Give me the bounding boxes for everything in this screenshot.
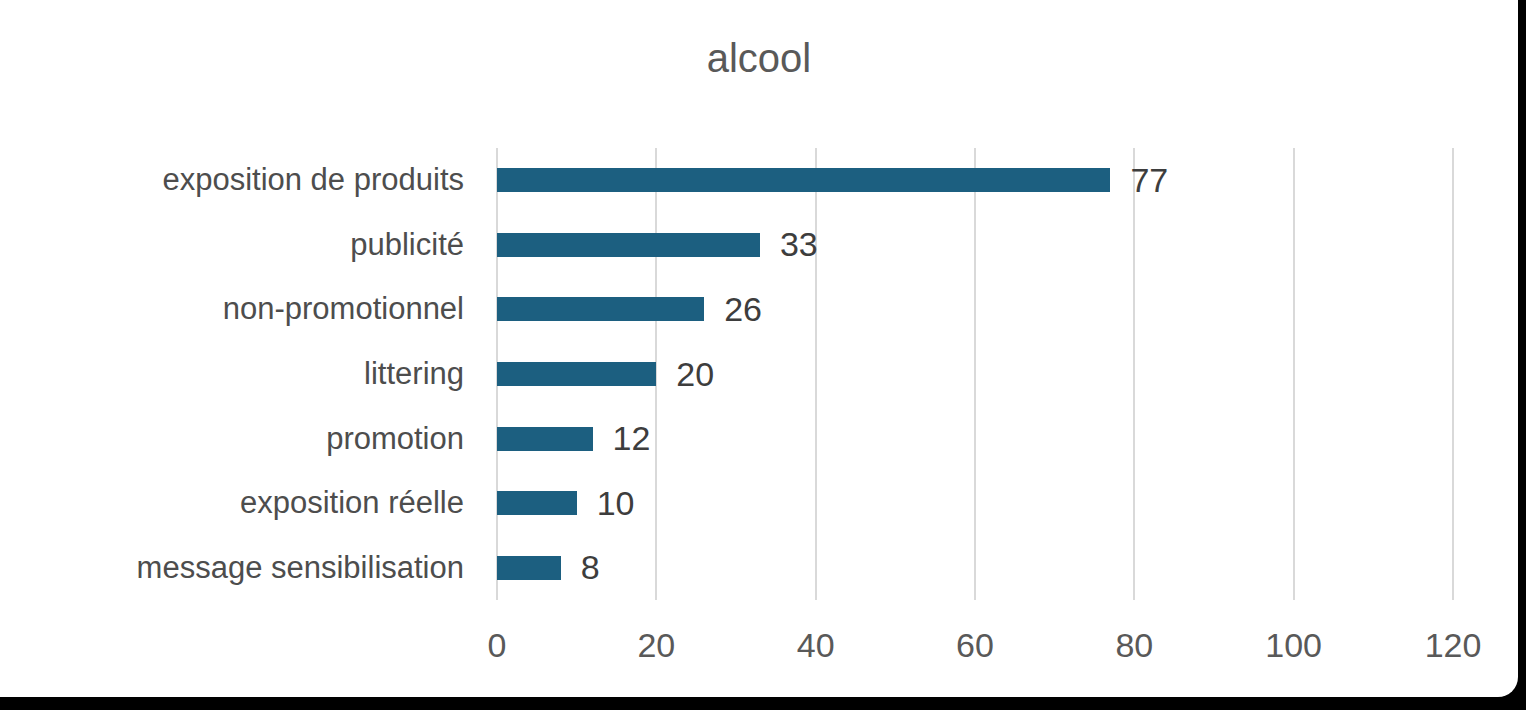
bar <box>497 168 1110 192</box>
value-label: 33 <box>780 225 818 264</box>
bar <box>497 491 577 515</box>
plot-area: 77 33 26 20 12 10 8 <box>497 148 1453 600</box>
category-label: littering <box>0 342 480 407</box>
category-label: publicité <box>0 213 480 278</box>
value-label: 10 <box>597 484 635 523</box>
x-tick-label: 60 <box>956 626 994 665</box>
x-tick-label: 100 <box>1265 626 1322 665</box>
value-label: 26 <box>724 290 762 329</box>
x-tick-label: 20 <box>637 626 675 665</box>
x-tick-label: 80 <box>1115 626 1153 665</box>
category-label: message sensibilisation <box>0 535 480 600</box>
x-tick-label: 120 <box>1425 626 1482 665</box>
bar-row: 20 <box>497 342 1453 407</box>
bar <box>497 427 593 451</box>
category-label: promotion <box>0 406 480 471</box>
bar-row: 33 <box>497 213 1453 278</box>
x-tick-label: 40 <box>797 626 835 665</box>
value-label: 12 <box>613 419 651 458</box>
chart-title: alcool <box>0 36 1518 81</box>
x-tick-label: 0 <box>488 626 507 665</box>
category-label: exposition de produits <box>0 148 480 213</box>
bar <box>497 297 704 321</box>
value-label: 77 <box>1130 161 1168 200</box>
bar-row: 8 <box>497 535 1453 600</box>
bar-row: 12 <box>497 406 1453 471</box>
category-label: exposition réelle <box>0 471 480 536</box>
bar-row: 10 <box>497 471 1453 536</box>
bar <box>497 233 760 257</box>
bar-series: 77 33 26 20 12 10 8 <box>497 148 1453 600</box>
x-axis: 020406080100120 <box>497 626 1453 670</box>
value-label: 20 <box>676 355 714 394</box>
value-label: 8 <box>581 548 600 587</box>
bar-row: 77 <box>497 148 1453 213</box>
bar <box>497 362 656 386</box>
bar <box>497 556 561 580</box>
bar-row: 26 <box>497 277 1453 342</box>
category-label: non-promotionnel <box>0 277 480 342</box>
chart-frame: alcool exposition de produitspubliciténo… <box>0 0 1518 697</box>
screenshot-canvas: alcool exposition de produitspubliciténo… <box>0 0 1526 710</box>
category-axis: exposition de produitspubliciténon-promo… <box>0 148 480 600</box>
